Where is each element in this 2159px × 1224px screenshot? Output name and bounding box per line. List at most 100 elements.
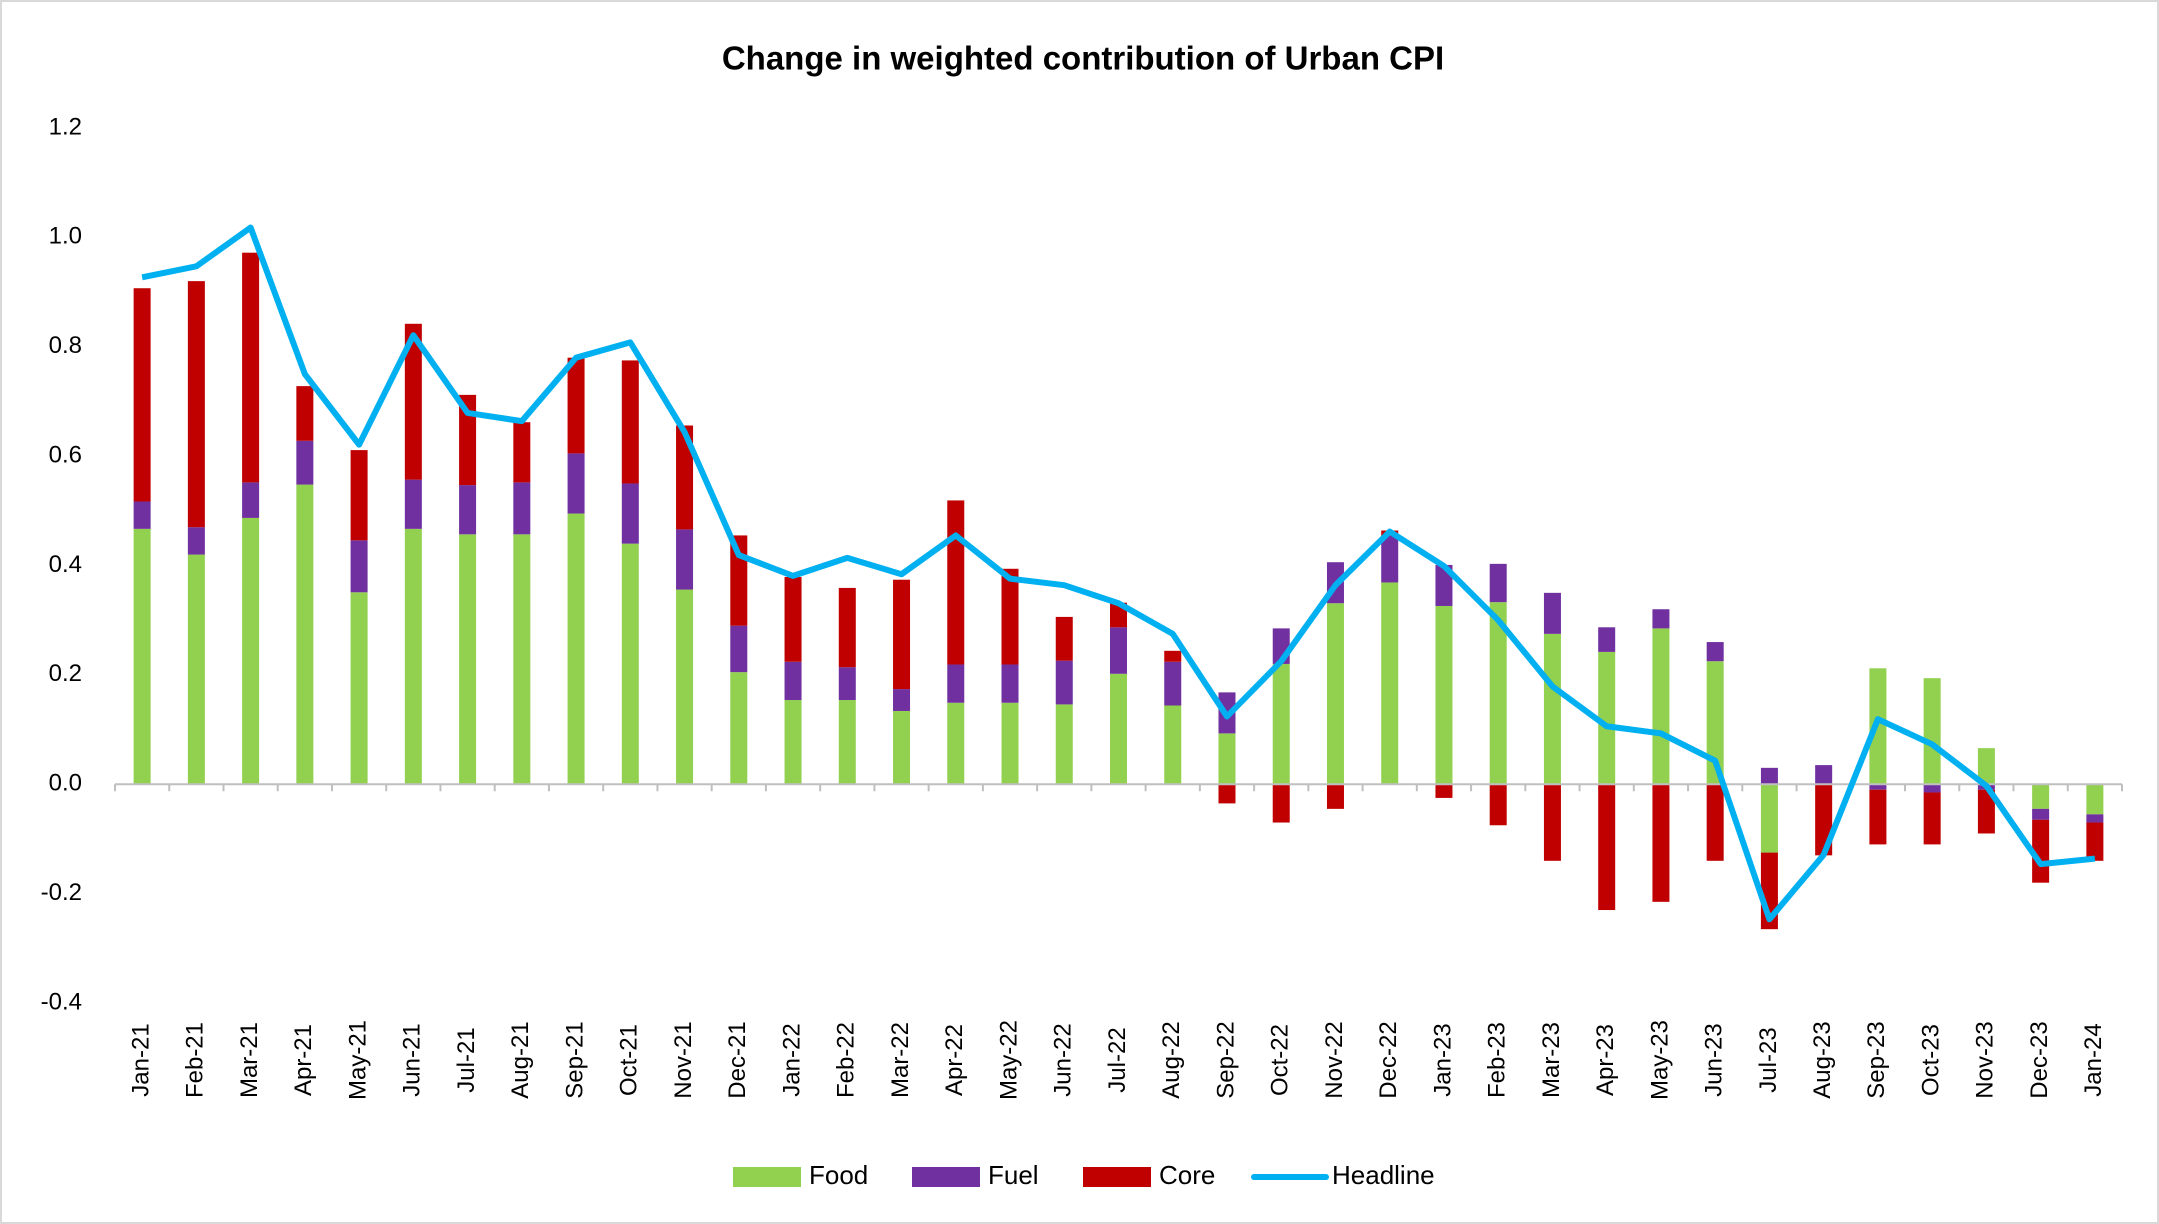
bar [242,482,260,518]
y-tick-label: -0.4 [41,988,82,1015]
bar [567,357,585,454]
bar [893,710,911,785]
bar [1435,564,1453,606]
x-tick-label: May-23 [1646,1020,1673,1100]
bar [513,534,531,785]
bar [513,422,531,483]
bar [459,394,477,486]
x-tick-label: Jul-21 [453,1027,480,1092]
bar [1652,784,1670,902]
y-tick-label: 0.6 [49,441,82,468]
x-tick-label: Oct-21 [616,1024,643,1096]
x-tick-label: Jan-24 [2080,1023,2107,1096]
bar [730,625,748,673]
bar [133,288,151,502]
bar [187,554,205,785]
bar [1435,605,1453,785]
legend-label: Food [809,1160,868,1190]
bar [350,592,368,785]
bar [187,281,205,528]
bar [1869,784,1887,790]
bar [1055,616,1073,661]
x-tick-label: Feb-22 [833,1022,860,1098]
x-tick-label: Jan-21 [127,1023,154,1096]
bar [350,540,368,593]
bar [1489,563,1507,603]
bar [676,425,694,530]
bar [1869,789,1887,845]
bar [1489,602,1507,785]
bar [567,513,585,785]
bar [621,483,639,544]
x-tick-label: Nov-23 [1972,1021,1999,1098]
bar [459,485,477,535]
bar [1543,784,1561,861]
bar [838,667,856,701]
bar [1977,789,1995,834]
x-tick-label: Jan-23 [1429,1023,1456,1096]
x-tick-label: Nov-21 [670,1021,697,1098]
bar [1652,628,1670,785]
x-tick-label: Sep-21 [561,1021,588,1098]
bar [1381,582,1399,785]
bar [1381,535,1399,583]
x-tick-label: Dec-22 [1375,1021,1402,1098]
bar [676,589,694,785]
bar [1706,661,1724,785]
bar [350,450,368,541]
bar [513,482,531,535]
bar [1272,663,1290,785]
bar [1760,784,1778,853]
bar [1055,660,1073,705]
bar [1815,765,1833,785]
bar [1706,642,1724,662]
bar [1923,784,1941,793]
bar [1164,661,1182,706]
bar [1489,784,1507,826]
y-tick-label: 1.2 [49,113,82,140]
bar [1760,767,1778,785]
bar [1164,705,1182,785]
bar [2086,784,2104,815]
bar [296,484,314,785]
legend-swatch [1083,1167,1151,1187]
bar [1218,733,1236,785]
bar [404,528,422,785]
x-tick-label: Oct-22 [1267,1024,1294,1096]
bar [1598,627,1616,652]
bar [1923,678,1941,785]
bar [242,252,260,483]
bar [1923,792,1941,845]
bar [1218,784,1236,804]
bar [296,440,314,485]
bar [1706,784,1724,861]
headline-line [141,224,2096,923]
bar [838,587,856,668]
bar [784,661,802,701]
bar [567,453,585,514]
bar [730,672,748,785]
bar [404,479,422,529]
bar [133,528,151,785]
bar [893,689,911,711]
y-tick-label: 0.2 [49,660,82,687]
x-tick-label: Jun-22 [1050,1023,1077,1096]
x-tick-label: Dec-21 [724,1021,751,1098]
x-tick-label: Oct-23 [1917,1024,1944,1096]
bar [2032,808,2050,820]
bar [621,543,639,785]
x-tick-label: Jan-22 [778,1023,805,1096]
bar [459,534,477,785]
bar [1001,702,1019,785]
bar [893,579,911,690]
x-tick-label: Apr-21 [290,1024,317,1096]
y-tick-label: -0.2 [41,879,82,906]
bar [947,702,965,785]
bar [1326,603,1344,785]
x-tick-label: Feb-21 [182,1022,209,1098]
bar [947,664,965,703]
bar [2086,822,2104,861]
x-tick-label: Sep-22 [1212,1021,1239,1098]
legend-swatch [733,1167,801,1187]
x-tick-label: Nov-22 [1321,1021,1348,1098]
